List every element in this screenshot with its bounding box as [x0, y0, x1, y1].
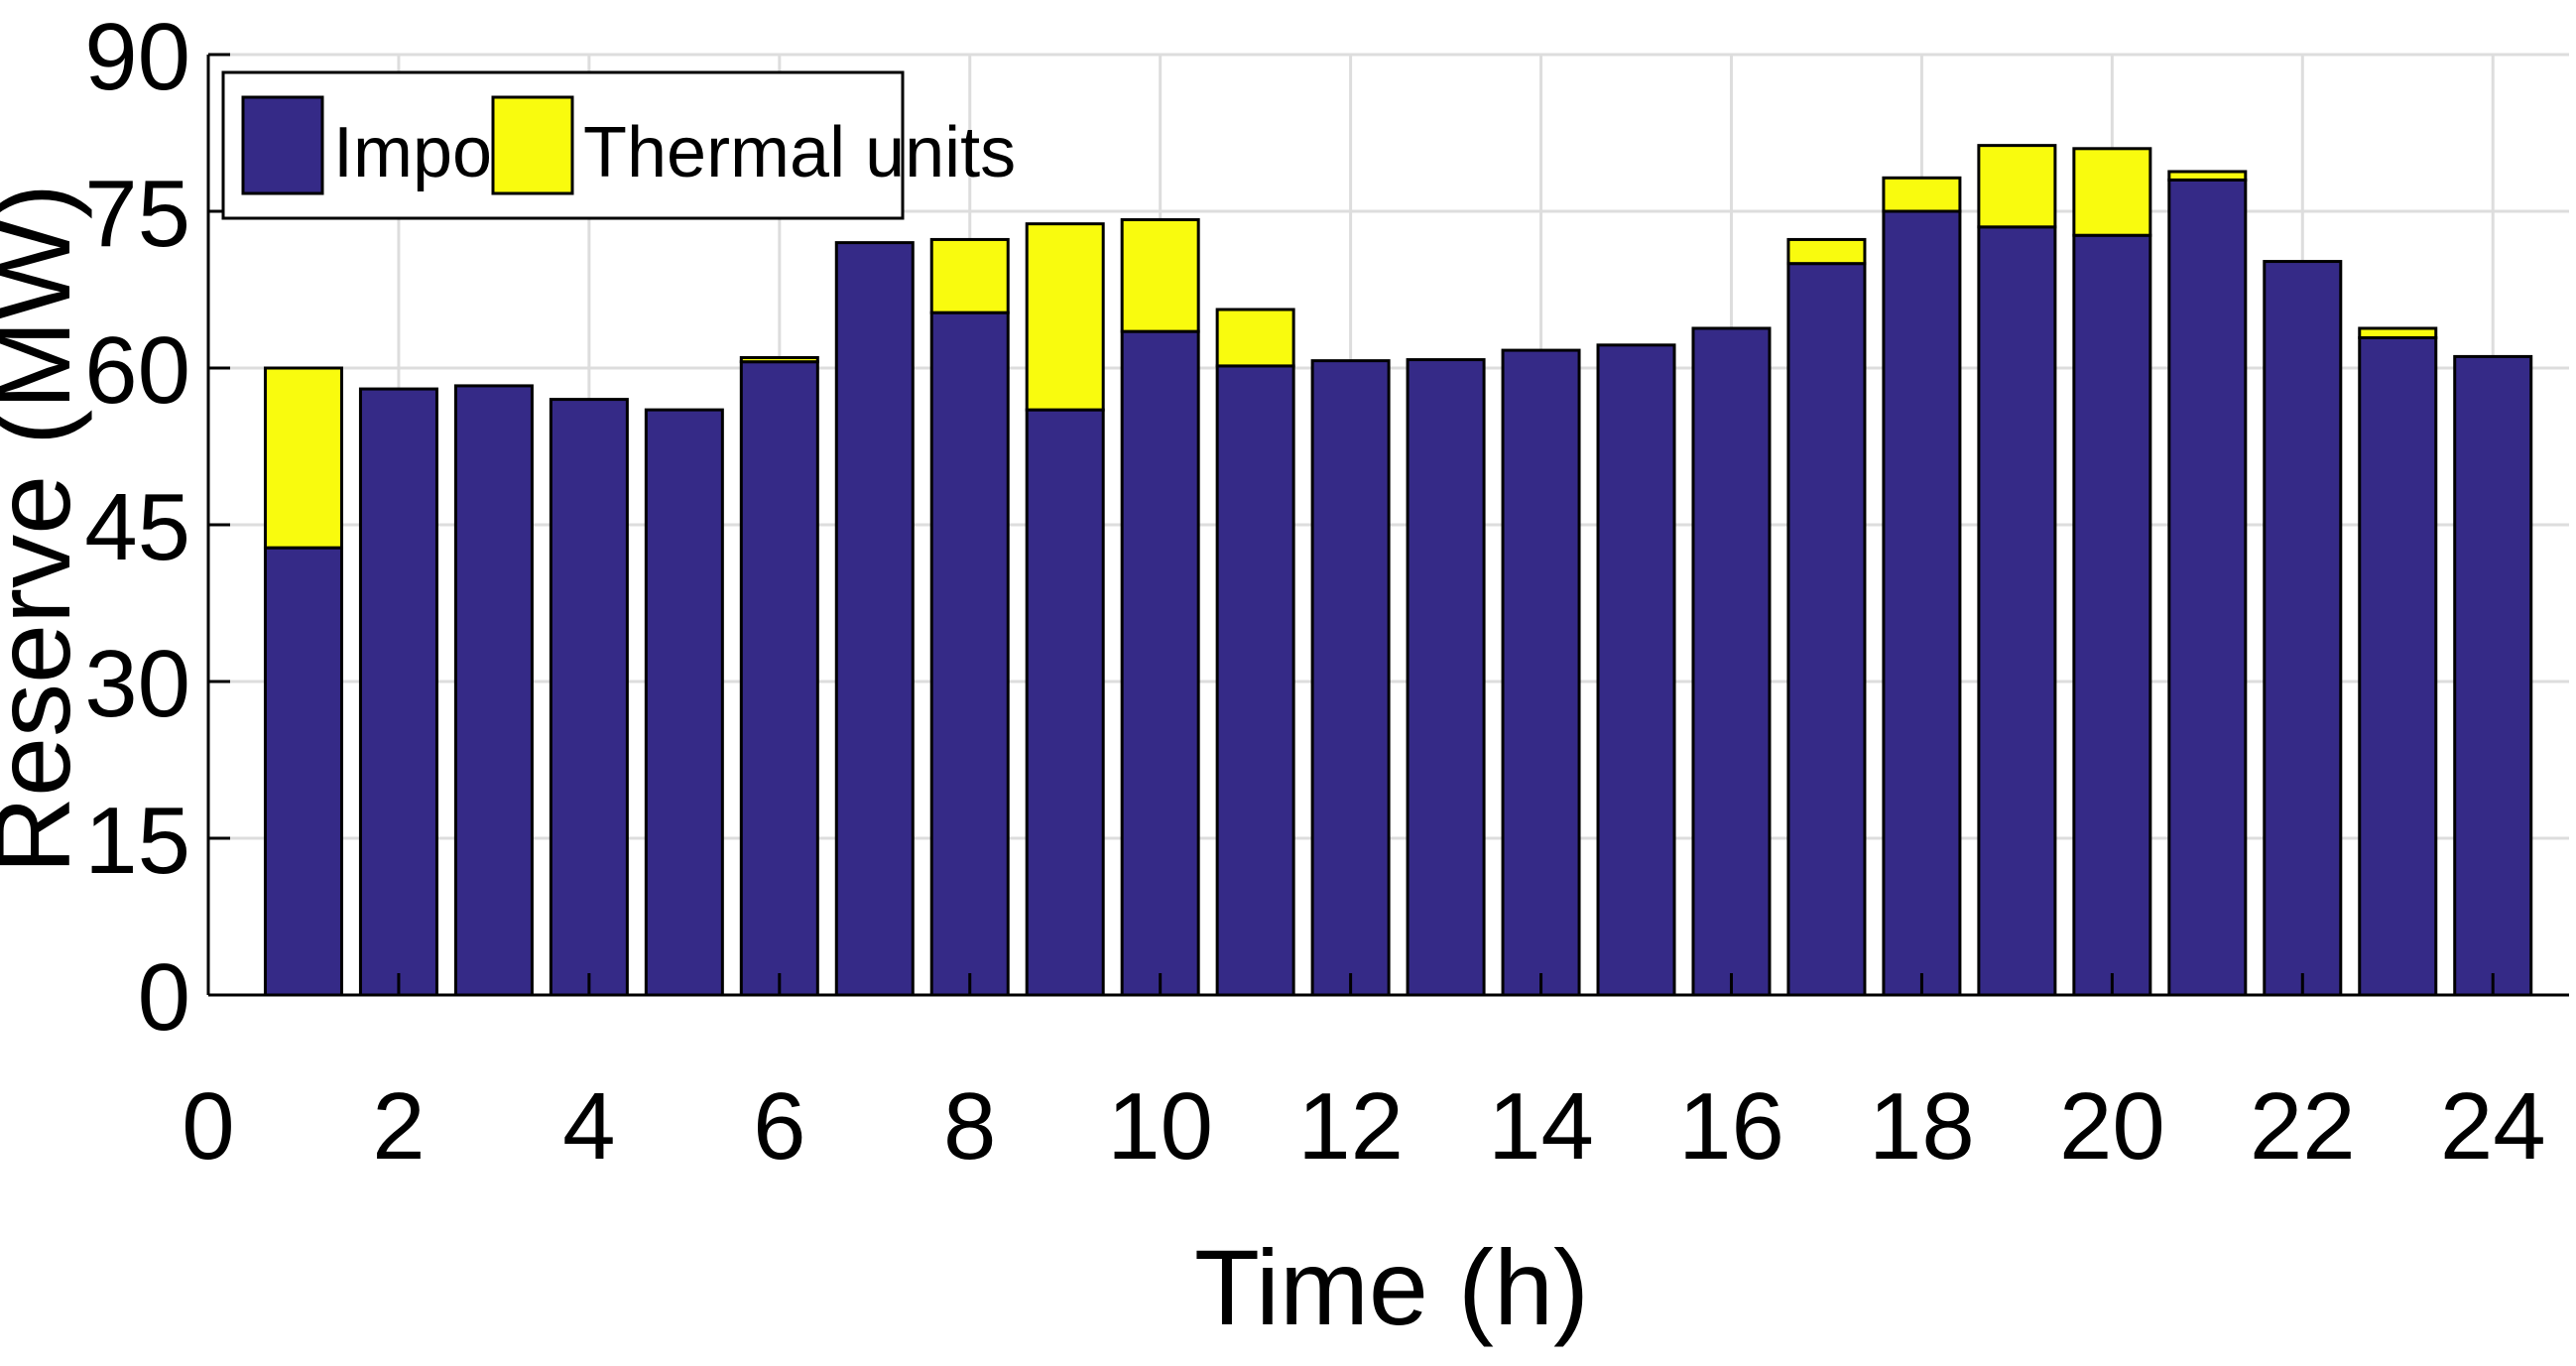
bar-thermal-units-11 — [1215, 308, 1295, 368]
bar-import-10 — [1120, 329, 1200, 997]
bar-import-15 — [1596, 343, 1676, 997]
y-axis-label: Reserve (MW) — [0, 184, 92, 874]
bar-import-23 — [2358, 335, 2438, 997]
bar-import-4 — [549, 398, 629, 997]
x-tick-label-24: 24 — [2440, 1073, 2546, 1180]
bar-import-14 — [1501, 348, 1581, 997]
y-tick-label-45: 45 — [84, 474, 190, 580]
x-tick-label-6: 6 — [753, 1073, 805, 1180]
x-tick-label-8: 8 — [943, 1073, 996, 1180]
bar-thermal-units-9 — [1025, 222, 1105, 412]
bar-import-5 — [644, 408, 724, 997]
bar-import-13 — [1406, 358, 1486, 997]
x-tick-label-18: 18 — [1869, 1073, 1975, 1180]
legend-swatch-import — [241, 95, 324, 195]
x-tick-label-4: 4 — [562, 1073, 615, 1180]
y-tick-label-15: 15 — [84, 788, 190, 894]
bar-thermal-units-18 — [1882, 176, 1962, 213]
bar-import-18 — [1882, 209, 1962, 997]
bar-import-7 — [834, 241, 915, 997]
bar-thermal-units-21 — [2167, 170, 2248, 182]
bar-import-11 — [1215, 364, 1295, 997]
axes — [206, 53, 2569, 997]
bar-import-8 — [929, 310, 1010, 997]
bar-thermal-units-6 — [739, 355, 819, 364]
y-tick-label-0: 0 — [138, 944, 190, 1051]
y-tick-label-75: 75 — [84, 161, 190, 267]
x-tick-label-2: 2 — [372, 1073, 425, 1180]
bar-thermal-units-10 — [1120, 217, 1200, 333]
bar-thermal-units-8 — [929, 237, 1010, 314]
bar-import-24 — [2453, 354, 2533, 997]
x-tick-label-16: 16 — [1678, 1073, 1784, 1180]
bar-import-1 — [263, 546, 343, 997]
bar-thermal-units-20 — [2072, 147, 2152, 237]
y-tick-label-30: 30 — [84, 631, 190, 737]
bar-thermal-units-17 — [1786, 237, 1867, 266]
bar-thermal-units-19 — [1977, 144, 2057, 229]
bar-import-3 — [453, 384, 534, 997]
legend: Import Thermal units — [221, 70, 1016, 220]
y-tick-label-90: 90 — [84, 4, 190, 110]
x-tick-label-10: 10 — [1107, 1073, 1213, 1180]
bars — [263, 144, 2533, 997]
bar-import-17 — [1786, 262, 1867, 997]
bar-import-9 — [1025, 408, 1105, 997]
bar-import-2 — [358, 387, 438, 997]
x-tick-label-20: 20 — [2059, 1073, 2165, 1180]
bar-import-16 — [1691, 326, 1772, 997]
x-tick-label-0: 0 — [182, 1073, 234, 1180]
x-axis-label: Time (h) — [1194, 1227, 1589, 1347]
bar-import-21 — [2167, 178, 2248, 997]
legend-label-thermal-units: Thermal units — [583, 113, 1016, 192]
bar-thermal-units-1 — [263, 366, 343, 550]
x-tick-label-14: 14 — [1488, 1073, 1594, 1180]
legend-swatch-thermal-units — [491, 95, 574, 195]
bar-thermal-units-23 — [2358, 326, 2438, 339]
bar-import-22 — [2263, 260, 2343, 997]
x-tick-label-12: 12 — [1297, 1073, 1404, 1180]
x-tick-label-22: 22 — [2250, 1073, 2356, 1180]
bar-import-19 — [1977, 225, 2057, 997]
y-tick-label-60: 60 — [84, 317, 190, 424]
bar-import-6 — [739, 360, 819, 997]
bar-import-12 — [1310, 359, 1391, 997]
bar-import-20 — [2072, 233, 2152, 997]
